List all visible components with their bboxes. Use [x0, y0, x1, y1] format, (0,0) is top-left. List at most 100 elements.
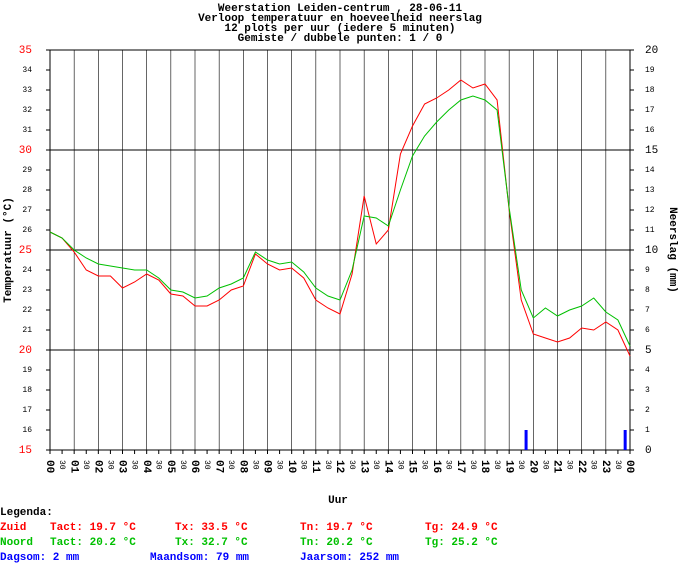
x-axis-label: Uur — [328, 495, 348, 507]
x-tick-label: 00 — [43, 460, 55, 473]
summary-item: Tn: 20.2 °C — [300, 537, 373, 549]
x-tick-label: 11 — [309, 460, 321, 474]
summary-item: Tact: 20.2 °C — [50, 537, 136, 549]
summary-item: Maandsom: 79 mm — [150, 552, 249, 564]
y-tick-label: 23 — [22, 286, 32, 295]
y-tick-label: 16 — [22, 426, 32, 435]
y-tick-label: 25 — [19, 245, 32, 257]
y-tick-label: 34 — [22, 66, 32, 75]
y2-tick-label: 10 — [645, 245, 658, 257]
y2-tick-label: 7 — [645, 306, 650, 315]
x-tick-label: 03 — [116, 460, 128, 474]
y-tick-label: 19 — [22, 366, 32, 375]
summary-item: Tg: 24.9 °C — [425, 522, 498, 534]
x-tick-label: 02 — [91, 460, 103, 473]
x-tick-label: 30 — [492, 460, 501, 470]
x-tick-label: 20 — [526, 460, 538, 473]
x-tick-label: 10 — [285, 460, 297, 473]
chart-title: Verloop temperatuur en hoeveelheid neers… — [198, 13, 482, 25]
y2-tick-label: 20 — [645, 45, 658, 57]
y2-tick-label: 8 — [645, 286, 650, 295]
y2-axis-label: Neerslag (mm) — [666, 207, 678, 293]
y-tick-label: 21 — [22, 326, 32, 335]
y-tick-label: 29 — [22, 166, 32, 175]
summary-item: Tn: 19.7 °C — [300, 522, 373, 534]
y2-tick-label: 18 — [645, 86, 655, 95]
x-tick-label: 30 — [154, 460, 163, 470]
y2-tick-label: 13 — [645, 186, 655, 195]
x-tick-label: 30 — [395, 460, 404, 470]
x-tick-label: 18 — [478, 460, 490, 474]
x-tick-label: 30 — [468, 460, 477, 470]
y-tick-label: 18 — [22, 386, 32, 395]
y-tick-label: 17 — [22, 406, 32, 415]
x-tick-label: 00 — [623, 460, 635, 473]
summary-item: Jaarsom: 252 mm — [300, 552, 399, 564]
y-tick-label: 35 — [19, 45, 32, 57]
y-tick-label: 31 — [22, 126, 32, 135]
y2-tick-label: 17 — [645, 106, 655, 115]
x-tick-label: 01 — [67, 460, 79, 474]
y-tick-label: 24 — [22, 266, 32, 275]
legend-title: Legenda: — [0, 507, 53, 519]
rain-bar — [623, 430, 627, 450]
y2-tick-label: 5 — [645, 345, 652, 357]
x-tick-label: 15 — [406, 460, 418, 474]
summary-item: Dagsom: 2 mm — [0, 552, 80, 564]
x-tick-label: 30 — [419, 460, 428, 470]
chart-title: 12 plots per uur (iedere 5 minuten) — [224, 23, 455, 35]
legend-entry: Zuid — [0, 522, 26, 534]
x-tick-label: 23 — [599, 460, 611, 474]
x-tick-label: 16 — [430, 460, 442, 473]
x-tick-label: 07 — [212, 460, 224, 473]
y-tick-label: 30 — [19, 145, 32, 157]
y-axis-label: Temperatuur (°C) — [3, 197, 15, 303]
y2-tick-label: 0 — [645, 445, 652, 457]
x-tick-label: 30 — [540, 460, 549, 470]
x-tick-label: 30 — [274, 460, 283, 470]
y2-tick-label: 3 — [645, 386, 650, 395]
x-tick-label: 30 — [129, 460, 138, 470]
summary-item: Tx: 33.5 °C — [175, 522, 248, 534]
y2-tick-label: 2 — [645, 406, 650, 415]
y-tick-label: 22 — [22, 306, 32, 315]
y2-tick-label: 6 — [645, 326, 650, 335]
x-tick-label: 08 — [236, 460, 248, 474]
x-tick-label: 14 — [381, 460, 393, 474]
chart-title: Weerstation Leiden-centrum , 28-06-11 — [218, 3, 463, 15]
x-tick-label: 30 — [323, 460, 332, 470]
x-tick-label: 12 — [333, 460, 345, 473]
x-tick-label: 30 — [347, 460, 356, 470]
x-tick-label: 30 — [250, 460, 259, 470]
x-tick-label: 30 — [57, 460, 66, 470]
x-tick-label: 30 — [516, 460, 525, 470]
x-tick-label: 04 — [140, 460, 152, 474]
y2-tick-label: 12 — [645, 206, 655, 215]
x-tick-label: 30 — [371, 460, 380, 470]
summary-item: Tx: 32.7 °C — [175, 537, 248, 549]
x-tick-label: 09 — [261, 460, 273, 473]
y2-tick-label: 19 — [645, 66, 655, 75]
summary-item: Tg: 25.2 °C — [425, 537, 498, 549]
x-tick-label: 13 — [357, 460, 369, 474]
x-tick-label: 05 — [164, 460, 176, 474]
y2-tick-label: 11 — [645, 226, 655, 235]
x-tick-label: 30 — [444, 460, 453, 470]
y-tick-label: 15 — [19, 445, 32, 457]
temperature-line — [49, 79, 631, 357]
x-tick-label: 17 — [454, 460, 466, 473]
y-tick-label: 32 — [22, 106, 32, 115]
summary-item: Tact: 19.7 °C — [50, 522, 136, 534]
x-tick-label: 30 — [226, 460, 235, 470]
y2-tick-label: 16 — [645, 126, 655, 135]
x-tick-label: 19 — [502, 460, 514, 473]
x-tick-label: 21 — [551, 460, 563, 474]
chart-title: Gemiste / dubbele punten: 1 / 0 — [238, 33, 443, 45]
y2-tick-label: 4 — [645, 366, 650, 375]
y2-tick-label: 1 — [645, 426, 650, 435]
x-tick-label: 30 — [178, 460, 187, 470]
x-tick-label: 06 — [188, 460, 200, 473]
x-tick-label: 30 — [202, 460, 211, 470]
x-tick-label: 30 — [81, 460, 90, 470]
